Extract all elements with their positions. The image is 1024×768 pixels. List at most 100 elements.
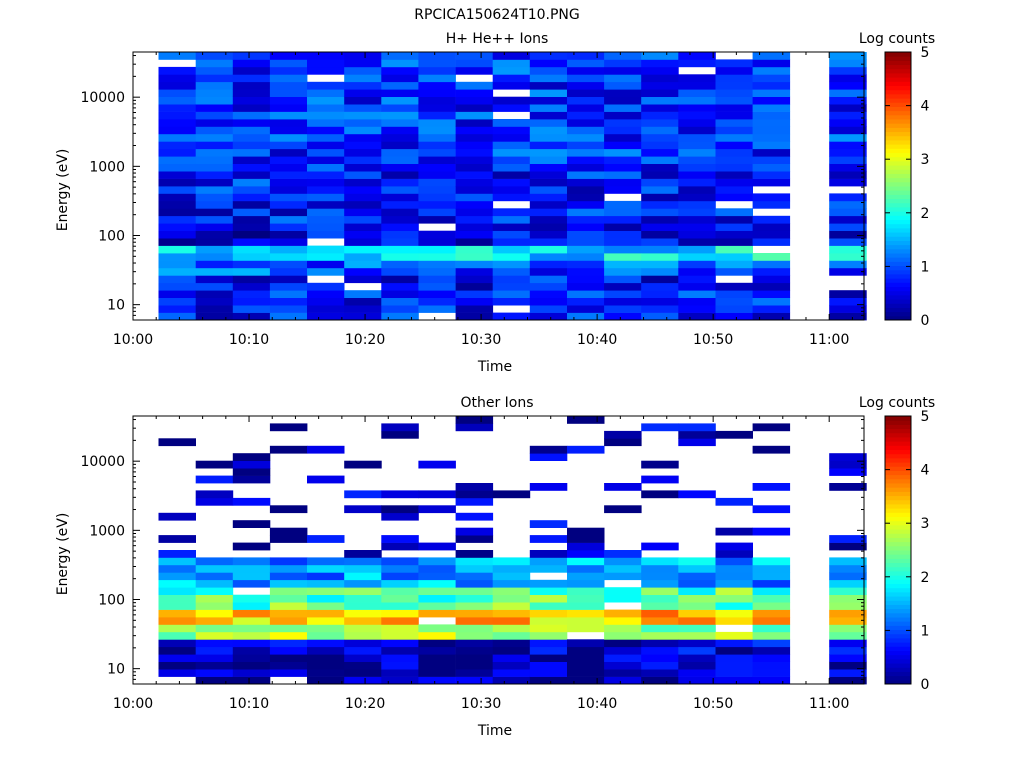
heatmap-cell bbox=[715, 297, 753, 306]
heatmap-cell bbox=[829, 126, 867, 135]
heatmap-cell bbox=[381, 505, 419, 514]
x-tick-label: 10:00 bbox=[113, 332, 153, 348]
colorbar-tick-label: 0 bbox=[921, 313, 930, 329]
colorbar-segment bbox=[885, 52, 911, 57]
colorbar-segment bbox=[885, 596, 911, 601]
heatmap-cell bbox=[752, 609, 791, 618]
heatmap-cell bbox=[418, 141, 456, 150]
heatmap-cell bbox=[269, 223, 308, 231]
heatmap-cell bbox=[492, 223, 531, 231]
heatmap-cell bbox=[195, 639, 234, 648]
heatmap-cell bbox=[269, 297, 308, 306]
heatmap-cell bbox=[195, 141, 234, 150]
heatmap-cell bbox=[158, 178, 196, 187]
heatmap-cell bbox=[381, 230, 419, 239]
heatmap-cell bbox=[567, 111, 605, 120]
heatmap-cell bbox=[567, 661, 605, 670]
heatmap-cell bbox=[307, 148, 345, 157]
heatmap-cell bbox=[604, 200, 642, 209]
heatmap-cell bbox=[269, 96, 308, 105]
heatmap-cell bbox=[232, 66, 271, 75]
heatmap-cell bbox=[829, 141, 867, 150]
heatmap-cell bbox=[641, 141, 679, 150]
panel-other-ions: Other Ions Log counts Energy (eV) Time 1… bbox=[55, 395, 935, 739]
heatmap-cell bbox=[195, 66, 234, 75]
y-axis-label: Energy (eV) bbox=[55, 149, 71, 232]
heatmap-cell bbox=[269, 646, 308, 655]
heatmap-cell bbox=[269, 564, 308, 573]
heatmap-cell bbox=[232, 542, 271, 551]
heatmap-cell bbox=[195, 490, 234, 499]
heatmap-cell bbox=[715, 557, 753, 566]
heatmap-cell bbox=[455, 305, 494, 313]
heatmap-cell bbox=[307, 282, 345, 291]
heatmap-cell bbox=[752, 59, 791, 68]
heatmap-cell bbox=[567, 163, 605, 172]
heatmap-cell bbox=[529, 676, 568, 685]
heatmap-cell bbox=[529, 126, 568, 135]
colorbar-segment bbox=[885, 420, 911, 425]
heatmap-cell bbox=[418, 200, 456, 209]
heatmap-cell bbox=[344, 171, 382, 179]
heatmap-cell bbox=[232, 230, 271, 239]
heatmap-cell bbox=[529, 52, 568, 60]
colorbar-segment bbox=[885, 202, 911, 208]
heatmap-cell bbox=[158, 156, 196, 164]
colorbar-segment bbox=[885, 483, 911, 488]
heatmap-cell bbox=[232, 617, 271, 625]
heatmap-cell bbox=[158, 96, 196, 105]
colorbar-segment bbox=[885, 68, 911, 74]
heatmap-cell bbox=[232, 104, 271, 112]
heatmap-cell bbox=[455, 587, 494, 595]
heatmap-cell bbox=[678, 59, 716, 68]
heatmap-cell bbox=[455, 639, 494, 648]
heatmap-cell bbox=[641, 542, 679, 551]
heatmap-cell bbox=[158, 208, 196, 217]
heatmap-cell bbox=[269, 535, 308, 543]
heatmap-cell bbox=[678, 290, 716, 298]
heatmap-cell bbox=[752, 148, 791, 157]
colorbar-segment bbox=[885, 545, 911, 551]
colorbar-segment bbox=[885, 462, 911, 467]
heatmap-cell bbox=[418, 305, 456, 313]
heatmap-cell bbox=[195, 178, 234, 187]
heatmap-cell bbox=[641, 111, 679, 120]
heatmap-cell bbox=[344, 290, 382, 298]
heatmap-cell bbox=[604, 178, 642, 187]
heatmap-cell bbox=[418, 275, 456, 284]
heatmap-cell bbox=[641, 587, 679, 595]
heatmap-cell bbox=[418, 631, 456, 640]
heatmap-cell bbox=[829, 59, 867, 68]
heatmap-cell bbox=[604, 564, 642, 573]
y-tick-label: 100 bbox=[98, 592, 125, 608]
heatmap-cell bbox=[752, 238, 791, 246]
heatmap-cell bbox=[195, 594, 234, 603]
heatmap-cell bbox=[641, 96, 679, 105]
colorbar-segment bbox=[885, 290, 911, 296]
heatmap-cell bbox=[455, 275, 494, 284]
heatmap-cell bbox=[492, 104, 531, 112]
heatmap-cell bbox=[307, 617, 345, 625]
colorbar-segment bbox=[885, 236, 911, 241]
heatmap-cell bbox=[158, 290, 196, 298]
heatmap-cell bbox=[492, 245, 531, 254]
colorbar-segment bbox=[885, 186, 911, 191]
heatmap-cell bbox=[232, 260, 271, 269]
heatmap-cell bbox=[344, 133, 382, 142]
heatmap-cell bbox=[307, 245, 345, 254]
heatmap-cell bbox=[829, 572, 867, 581]
heatmap-cell bbox=[678, 193, 716, 202]
heatmap-cell bbox=[418, 669, 456, 677]
heatmap-cell bbox=[641, 267, 679, 276]
heatmap-cell bbox=[344, 178, 382, 187]
heatmap-cell bbox=[381, 676, 419, 685]
heatmap-cell bbox=[344, 305, 382, 313]
heatmap-cell bbox=[752, 267, 791, 276]
heatmap-cell bbox=[455, 572, 494, 581]
heatmap-cell bbox=[195, 579, 234, 588]
heatmap-cell bbox=[567, 215, 605, 224]
heatmap-cell bbox=[195, 245, 234, 254]
heatmap-cell bbox=[604, 245, 642, 254]
colorbar-segment bbox=[885, 663, 911, 668]
heatmap-cell bbox=[455, 550, 494, 558]
